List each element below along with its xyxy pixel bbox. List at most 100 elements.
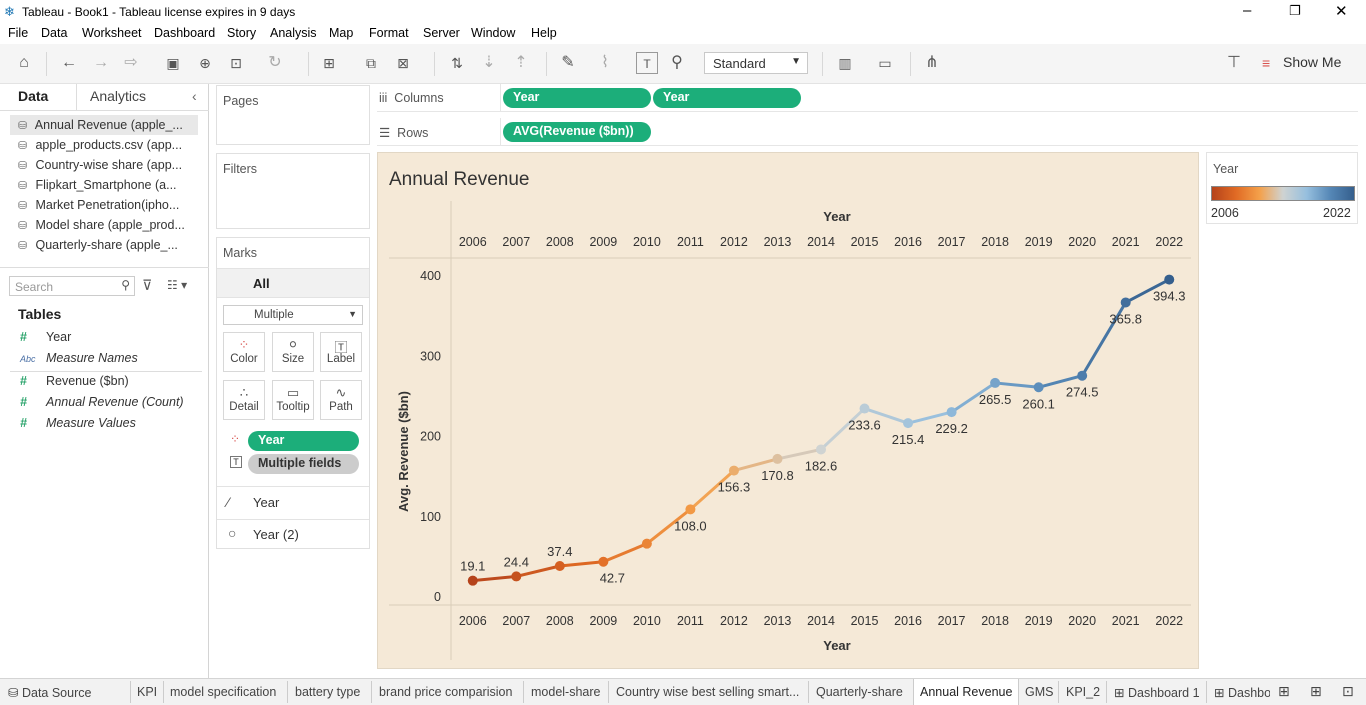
path-button[interactable]: ∿ Path xyxy=(320,380,362,420)
menu-server[interactable]: Server xyxy=(423,26,460,40)
tab-kpi[interactable]: KPI xyxy=(137,685,158,699)
refresh-icon[interactable]: ↻ xyxy=(268,54,282,71)
columns-shelf[interactable]: iii Columns Year Year xyxy=(377,84,1358,112)
tab-data[interactable]: Data xyxy=(18,88,49,104)
field-measure-names[interactable]: Abc Measure Names xyxy=(20,351,138,365)
tab-battery-type[interactable]: battery type xyxy=(295,685,361,699)
marks-layer-year-2[interactable]: ○ Year (2) xyxy=(217,520,369,550)
field-revenue[interactable]: # Revenue ($bn) xyxy=(20,374,129,388)
highlighter-icon[interactable]: ⊤ xyxy=(1227,54,1241,71)
size-button[interactable]: ⚪ Size xyxy=(272,332,314,372)
tab-model-share[interactable]: model-share xyxy=(531,685,601,699)
close-icon[interactable]: ✕ xyxy=(1335,3,1348,20)
color-button[interactable]: ⁘ Color xyxy=(223,332,265,372)
menu-data[interactable]: Data xyxy=(41,26,68,40)
data-point[interactable] xyxy=(641,538,652,549)
datasource-item[interactable]: ⛁ Market Penetration(ipho... xyxy=(18,198,180,212)
detail-button[interactable]: ∴ Detail xyxy=(223,380,265,420)
data-point[interactable] xyxy=(859,403,870,414)
data-point[interactable] xyxy=(1120,297,1131,308)
share-icon[interactable]: ⋔ xyxy=(925,54,939,71)
pause-updates-icon[interactable]: ⊡ xyxy=(230,55,242,71)
data-point[interactable] xyxy=(1033,382,1044,393)
show-me-icon[interactable]: ≡ xyxy=(1262,55,1271,71)
data-point[interactable] xyxy=(772,453,783,464)
data-point[interactable] xyxy=(903,418,914,429)
data-point[interactable] xyxy=(554,560,565,571)
marks-pill-multiple-fields[interactable]: Multiple fields xyxy=(248,454,359,474)
home-icon[interactable]: ⌂ xyxy=(19,54,29,71)
view-options-icon[interactable]: ☷ ▾ xyxy=(167,278,188,292)
menu-worksheet[interactable]: Worksheet xyxy=(82,26,142,40)
redo-icon[interactable]: → xyxy=(93,54,109,71)
fix-axes-icon[interactable]: ⚲ xyxy=(671,54,683,71)
menu-help[interactable]: Help xyxy=(531,26,557,40)
fit-select[interactable]: Standard ▼ xyxy=(704,52,808,74)
field-year[interactable]: # Year xyxy=(20,330,72,344)
datasource-item[interactable]: ⛁ Model share (apple_prod... xyxy=(18,218,185,232)
datasource-item[interactable]: ⛁ Quarterly-share (apple_... xyxy=(18,238,178,252)
rows-pill-avg-revenue[interactable]: AVG(Revenue ($bn)) xyxy=(503,122,651,142)
tab-kpi-2[interactable]: KPI_2 xyxy=(1066,685,1101,699)
columns-pill-year[interactable]: Year xyxy=(503,88,651,108)
datasource-item[interactable]: ⛁ apple_products.csv (app... xyxy=(18,138,183,152)
menu-story[interactable]: Story xyxy=(227,26,257,40)
new-worksheet-icon[interactable]: ⊞ xyxy=(1278,683,1290,699)
sort-descending-icon[interactable]: ⇡ xyxy=(514,54,528,71)
tab-annual-revenue[interactable]: Annual Revenue xyxy=(913,679,1020,705)
datasource-item[interactable]: ⛁ Country-wise share (app... xyxy=(18,158,183,172)
swap-icon[interactable]: ⇅ xyxy=(451,55,463,71)
tab-dashboard-2[interactable]: ⊞ Dashbo xyxy=(1214,686,1270,700)
data-point[interactable] xyxy=(1077,370,1088,381)
restore-icon[interactable]: ❐ xyxy=(1289,3,1301,18)
data-point[interactable] xyxy=(990,377,1001,388)
show-cards-icon[interactable]: ▥ xyxy=(838,55,852,71)
clear-sheet-icon[interactable]: ⊠ xyxy=(397,55,409,71)
menu-file[interactable]: File xyxy=(8,26,29,40)
marks-pill-year[interactable]: Year xyxy=(248,431,359,451)
tooltip-button[interactable]: ▭ Tooltip xyxy=(272,380,314,420)
data-point[interactable] xyxy=(511,571,522,582)
label-button[interactable]: 🅃 Label xyxy=(320,332,362,372)
collapse-icon[interactable]: ‹ xyxy=(192,88,197,104)
undo-icon[interactable]: ← xyxy=(61,54,77,71)
menu-map[interactable]: Map xyxy=(329,26,354,40)
tab-model-specification[interactable]: model specification xyxy=(170,685,277,699)
marks-layer-year[interactable]: ⁄ Year xyxy=(217,488,369,518)
tab-brand-price[interactable]: brand price comparision xyxy=(379,685,513,699)
menu-dashboard[interactable]: Dashboard xyxy=(154,26,216,40)
datasource-item[interactable]: ⛁ Flipkart_Smartphone (a... xyxy=(18,178,177,192)
show-labels-icon[interactable]: T xyxy=(636,52,658,74)
menu-window[interactable]: Window xyxy=(471,26,516,40)
data-point[interactable] xyxy=(467,575,478,586)
new-datasource-icon[interactable]: ⊕ xyxy=(199,55,211,71)
new-dashboard-icon[interactable]: ⊞ xyxy=(1310,683,1322,699)
field-annual-revenue-count[interactable]: # Annual Revenue (Count) xyxy=(20,395,184,409)
presentation-icon[interactable]: ▭ xyxy=(878,55,892,71)
pages-shelf[interactable]: Pages xyxy=(216,85,370,145)
datasource-item[interactable]: ⛁ Annual Revenue (apple_... xyxy=(18,118,183,132)
highlight-icon[interactable]: ✎ xyxy=(561,54,575,71)
new-story-icon[interactable]: ⊡ xyxy=(1342,683,1354,699)
columns-pill-year-2[interactable]: Year xyxy=(653,88,801,108)
rows-shelf[interactable]: ☰ Rows AVG(Revenue ($bn)) xyxy=(377,118,1358,146)
duplicate-icon[interactable]: ⧉ xyxy=(366,55,376,71)
data-point[interactable] xyxy=(816,444,826,455)
filter-icon[interactable]: ⊽ xyxy=(142,277,153,293)
data-point[interactable] xyxy=(1164,274,1175,285)
replay-icon[interactable]: ⇨ xyxy=(124,54,138,71)
tab-analytics[interactable]: Analytics xyxy=(90,88,147,104)
data-point[interactable] xyxy=(598,556,609,567)
menu-analysis[interactable]: Analysis xyxy=(270,26,317,40)
tab-gms[interactable]: GMS xyxy=(1025,685,1054,699)
search-input[interactable]: Search ⚲ xyxy=(9,276,135,296)
filters-shelf[interactable]: Filters xyxy=(216,153,370,229)
tab-country-wise[interactable]: Country wise best selling smart... xyxy=(616,685,800,699)
new-worksheet-icon[interactable]: ⊞ xyxy=(323,55,335,71)
tab-dashboard-1[interactable]: ⊞ Dashboard 1 xyxy=(1114,686,1200,700)
show-me-button[interactable]: Show Me xyxy=(1283,54,1342,70)
tab-data-source[interactable]: ⛁ Data Source xyxy=(8,686,92,700)
menu-format[interactable]: Format xyxy=(369,26,409,40)
field-measure-values[interactable]: # Measure Values xyxy=(20,416,136,430)
tab-quarterly-share[interactable]: Quarterly-share xyxy=(816,685,903,699)
